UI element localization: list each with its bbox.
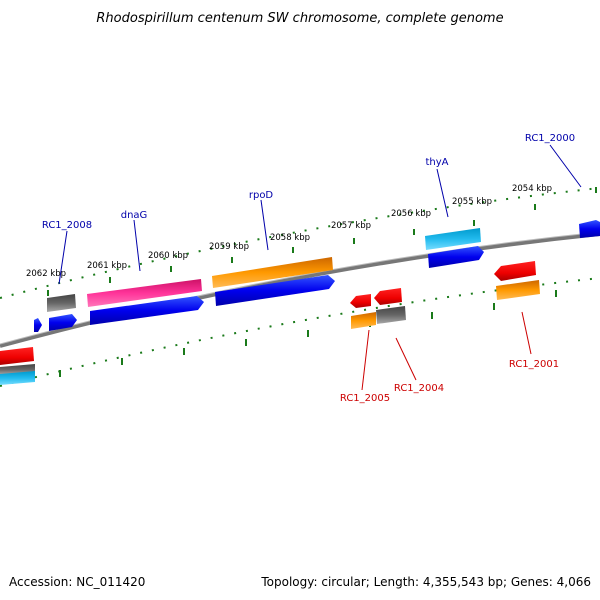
label-dnag[interactable]: dnaG <box>121 210 148 221</box>
forward-leader-lines <box>58 144 582 285</box>
label-rc1-2008[interactable]: RC1_2008 <box>42 220 92 231</box>
label-rpod[interactable]: rpoD <box>249 190 274 201</box>
cds-arrow-rc1-2000[interactable] <box>579 220 600 238</box>
feature-orange-rc1-2001[interactable] <box>496 280 540 300</box>
tick-label-2060: 2060 kbp <box>148 251 188 261</box>
label-rc1-2004[interactable]: RC1_2004 <box>394 383 444 394</box>
cds-arrow-small[interactable] <box>34 318 42 332</box>
label-thya[interactable]: thyA <box>425 157 448 168</box>
feature-orange-rc1-2005[interactable] <box>351 312 376 329</box>
tick-label-2057: 2057 kbp <box>331 221 371 231</box>
tick-label-2059: 2059 kbp <box>209 242 249 252</box>
cds-arrow-left-partial[interactable] <box>0 347 34 365</box>
cds-arrow-thya[interactable] <box>428 246 484 268</box>
tick-label-2055: 2055 kbp <box>452 197 492 207</box>
tick-label-2054: 2054 kbp <box>512 184 552 194</box>
reverse-leader-lines <box>361 311 532 391</box>
cds-arrow-rc1-2001[interactable] <box>494 261 536 281</box>
feature-thya-cyan[interactable] <box>425 228 481 250</box>
label-rc1-2001[interactable]: RC1_2001 <box>509 359 559 370</box>
feature-gray-rc1-2004[interactable] <box>376 306 406 324</box>
feature-dnag-pink[interactable] <box>87 279 202 307</box>
tick-label-2062: 2062 kbp <box>26 269 66 279</box>
label-rc1-2005[interactable]: RC1_2005 <box>340 393 390 404</box>
accession-text: Accession: NC_011420 <box>9 575 145 589</box>
genome-backbone <box>0 232 600 348</box>
map-title: Rhodospirillum centenum SW chromosome, c… <box>96 11 503 26</box>
cds-arrow-rc1-2008[interactable] <box>49 314 77 331</box>
tick-label-2056: 2056 kbp <box>391 209 431 219</box>
cds-arrow-rpod[interactable] <box>215 275 335 306</box>
genome-summary-text: Topology: circular; Length: 4,355,543 bp… <box>260 575 591 589</box>
feature-rpod-orange[interactable] <box>212 257 333 288</box>
cds-arrow-dnag[interactable] <box>90 296 204 325</box>
tick-label-2061: 2061 kbp <box>87 261 127 271</box>
cds-arrow-rc1-2005[interactable] <box>350 294 371 308</box>
tick-label-2058: 2058 kbp <box>270 233 310 243</box>
feature-cyan-left-partial[interactable] <box>0 371 35 385</box>
label-rc1-2000[interactable]: RC1_2000 <box>525 133 575 144</box>
cds-arrow-rc1-2004[interactable] <box>374 288 402 305</box>
feature-gray-rc1-2008[interactable] <box>47 294 76 312</box>
genome-backbone-highlight <box>0 231 600 345</box>
